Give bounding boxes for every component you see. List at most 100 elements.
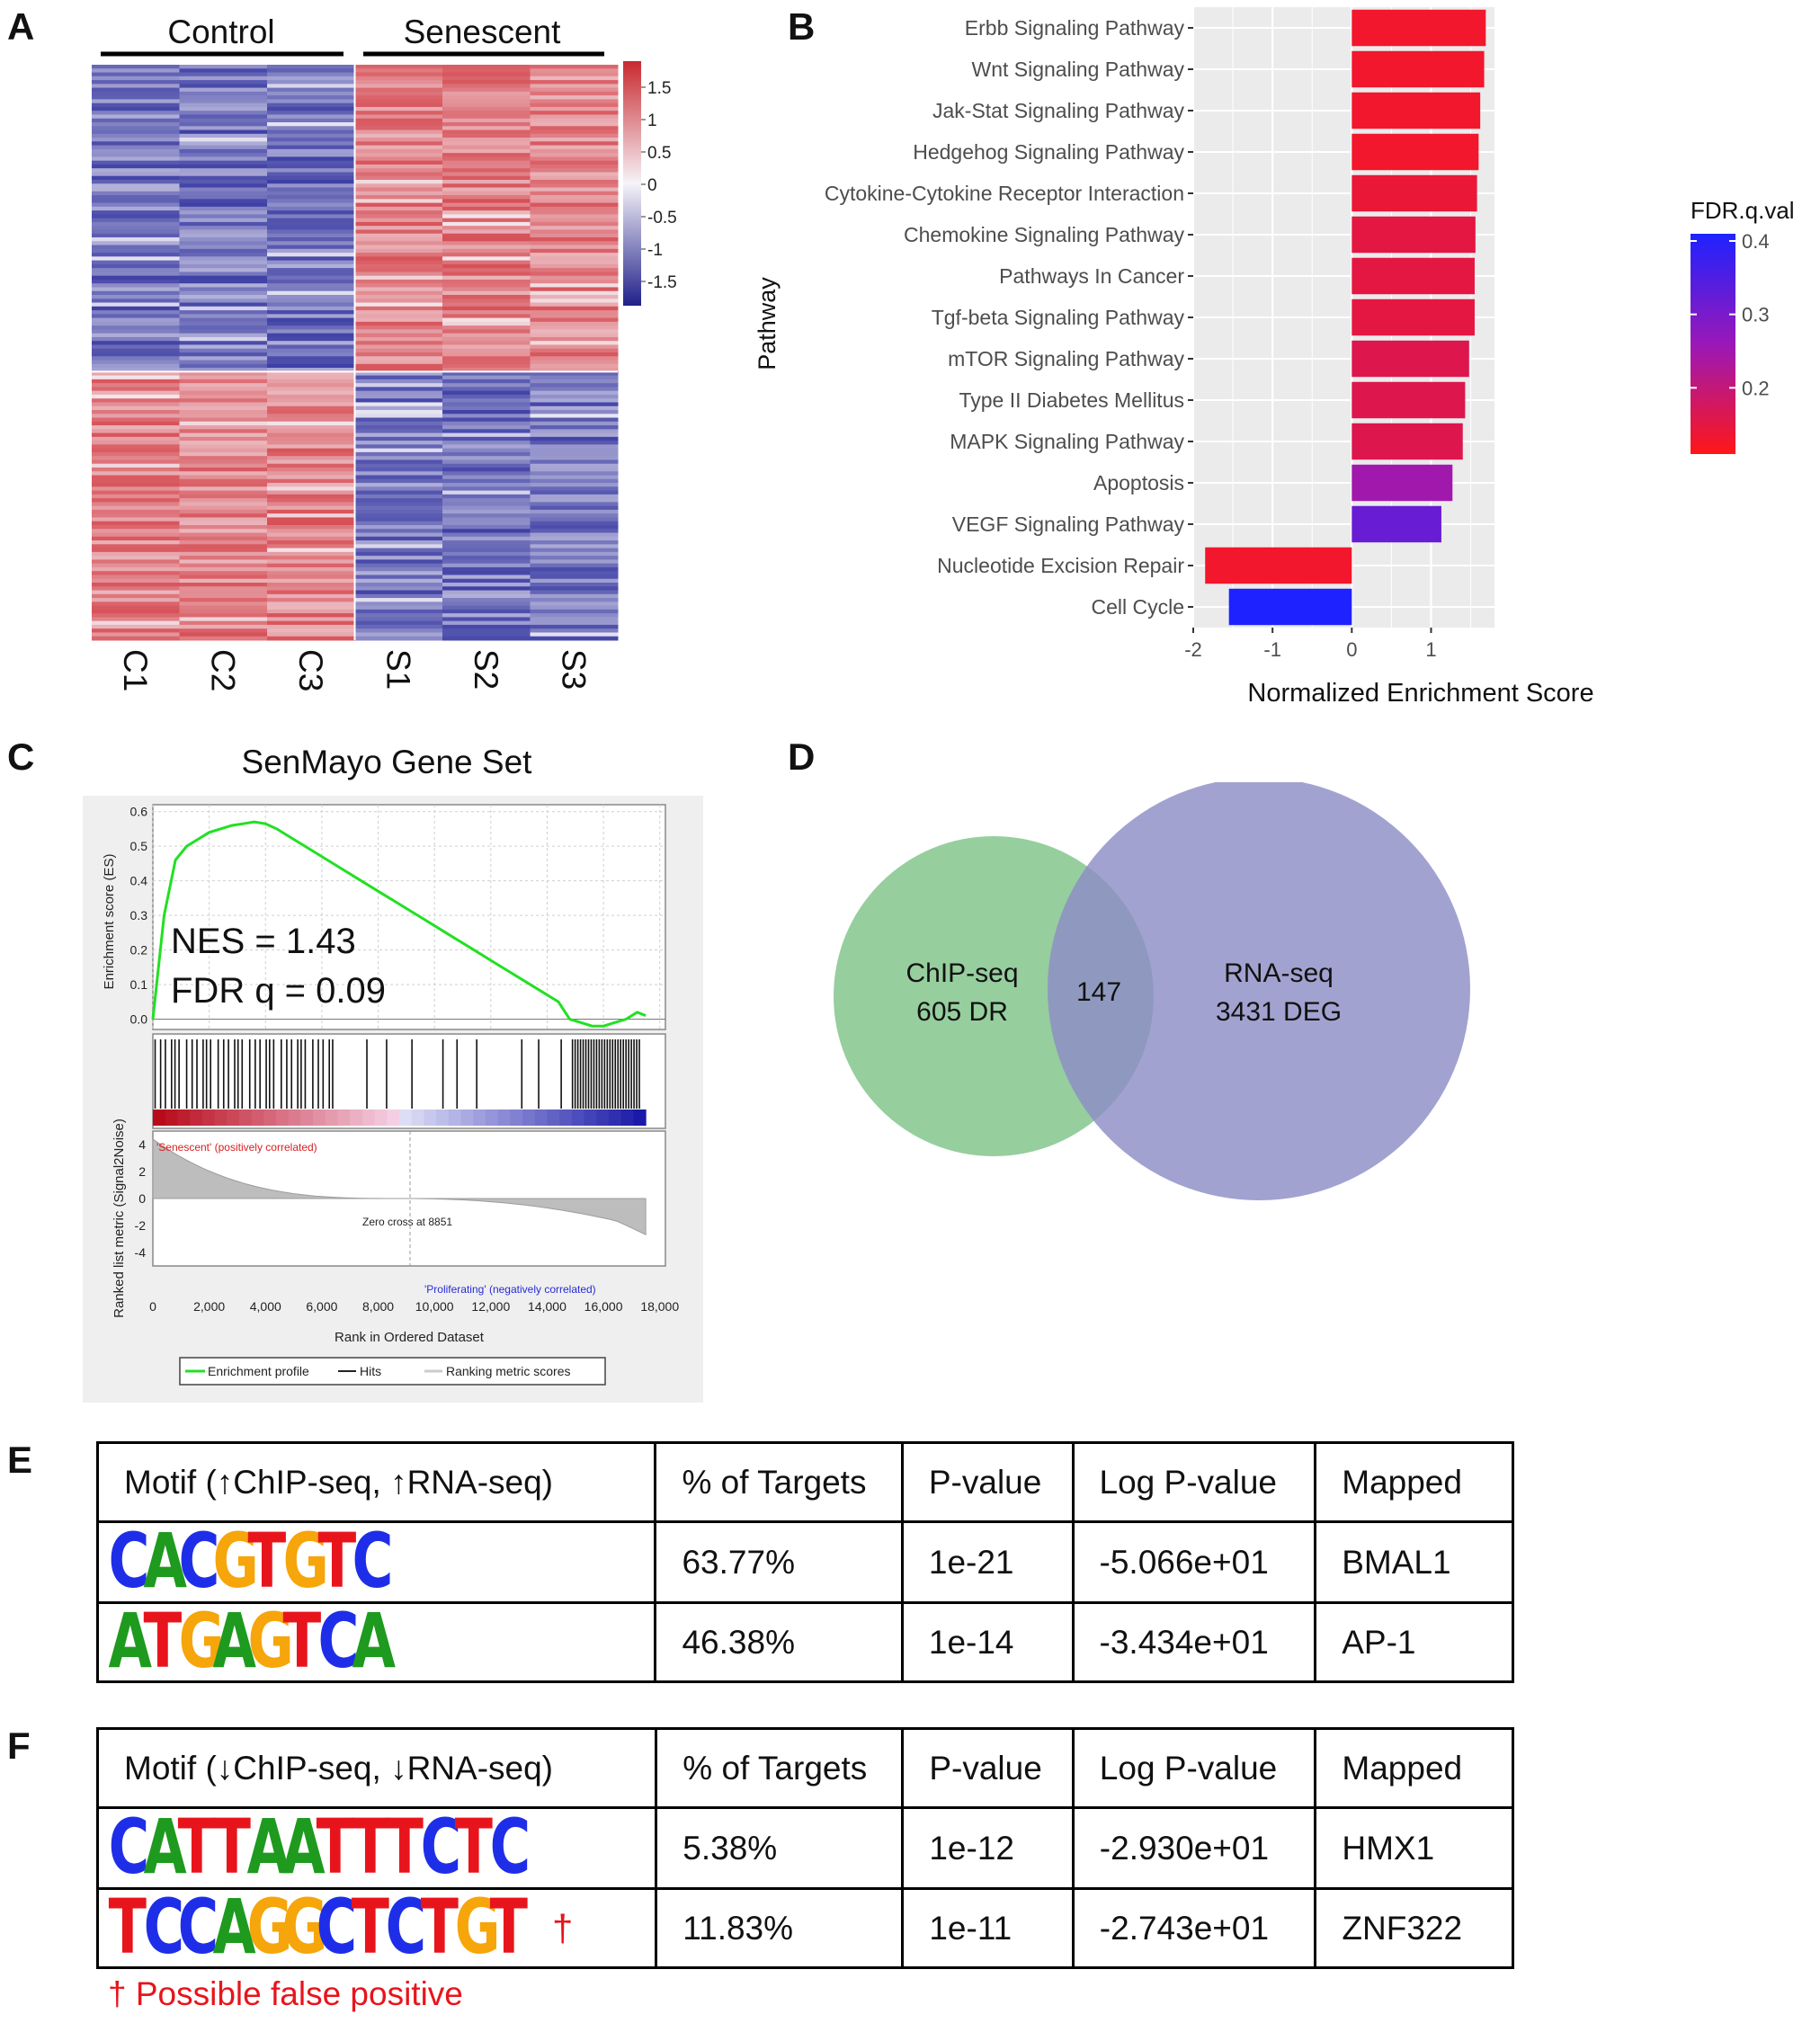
heatmap-cell xyxy=(267,632,355,637)
heatmap-cell xyxy=(354,253,443,257)
heatmap-cell xyxy=(530,375,619,380)
fdr-legend-bar xyxy=(1691,234,1735,454)
heatmap-cell xyxy=(530,544,619,549)
heatmap-cell xyxy=(179,283,268,288)
category-label: Nucleotide Excision Repair xyxy=(937,554,1184,577)
heatmap-cell xyxy=(442,605,531,610)
heatmap-cell xyxy=(179,68,268,74)
rank-color-segment xyxy=(620,1110,634,1126)
rank-color-segment xyxy=(288,1110,302,1126)
heatmap-cell xyxy=(442,317,531,323)
heatmap-cell xyxy=(92,636,180,641)
heatmap-cell xyxy=(354,444,443,450)
heatmap-cell xyxy=(354,617,443,622)
heatmap-cell xyxy=(179,368,268,372)
heatmap-cell xyxy=(442,310,531,315)
heatmap-cell xyxy=(442,436,531,441)
heatmap-cell xyxy=(179,156,268,162)
heatmap-cell xyxy=(267,272,355,277)
heatmap-cell xyxy=(442,164,531,169)
heatmap-cell xyxy=(179,126,268,131)
heatmap-cell xyxy=(354,283,443,288)
heatmap-cell xyxy=(442,636,531,641)
heatmap-cell xyxy=(354,432,443,438)
heatmap-cell xyxy=(179,168,268,173)
heatmap-cell xyxy=(530,578,619,584)
motif-letter: G xyxy=(454,1882,501,1971)
heatmap-cell xyxy=(442,268,531,272)
heatmap-cell xyxy=(267,153,355,157)
heatmap-cell xyxy=(179,448,268,453)
heatmap-cell xyxy=(179,133,268,138)
heatmap-cell xyxy=(267,275,355,281)
heatmap-cell xyxy=(530,490,619,495)
heatmap-cell xyxy=(267,126,355,131)
heatmap-cell xyxy=(442,371,531,377)
heatmap-cell xyxy=(530,486,619,492)
heatmap-cell xyxy=(92,451,180,457)
heatmap-cell xyxy=(267,218,355,223)
heatmap-cell xyxy=(530,551,619,557)
heatmap-cell xyxy=(92,202,180,208)
heatmap-cell xyxy=(179,490,268,495)
heatmap-cell xyxy=(179,390,268,396)
heatmap-cell xyxy=(267,624,355,629)
heatmap-cell xyxy=(267,233,355,238)
heatmap-cell xyxy=(179,263,268,269)
heatmap-cell xyxy=(442,509,531,514)
heatmap-cell xyxy=(267,556,355,560)
category-label: mTOR Signaling Pathway xyxy=(948,347,1184,370)
heatmap-cell xyxy=(179,456,268,460)
motif-letter: T xyxy=(454,1802,494,1891)
heatmap-cell xyxy=(92,279,180,284)
motif-letter: C xyxy=(143,1882,184,1971)
heatmap-cell xyxy=(442,175,531,181)
heatmap-cell xyxy=(267,138,355,142)
heatmap-cell xyxy=(354,111,443,115)
heatmap-cell xyxy=(267,571,355,575)
heatmap-cell xyxy=(354,417,443,423)
bar xyxy=(1228,588,1352,626)
heatmap-cell xyxy=(267,544,355,549)
heatmap-cell xyxy=(442,87,531,93)
rank-color-segment xyxy=(276,1110,290,1126)
heatmap-cell xyxy=(179,148,268,154)
heatmap-cell xyxy=(267,352,355,357)
heatmap-cell xyxy=(530,325,619,330)
heatmap-cell xyxy=(442,91,531,96)
heatmap-cell xyxy=(354,521,443,526)
heatmap-cell xyxy=(267,156,355,162)
bar xyxy=(1352,92,1481,129)
heatmap-cell xyxy=(354,505,443,511)
heatmap-cell xyxy=(442,590,531,595)
category-label: Hedgehog Signaling Pathway xyxy=(913,140,1184,164)
heatmap-cell xyxy=(442,502,531,507)
rank-color-segment xyxy=(448,1110,462,1126)
heatmap-cell xyxy=(530,102,619,108)
heatmap-cell xyxy=(267,463,355,468)
heatmap-cell xyxy=(179,76,268,81)
category-label: Jak-Stat Signaling Pathway xyxy=(932,99,1184,122)
heatmap-cells xyxy=(92,65,619,641)
heatmap-cell xyxy=(267,578,355,584)
heatmap-cell xyxy=(354,102,443,108)
heatmap-cell xyxy=(92,593,180,599)
heatmap-cell xyxy=(442,363,531,369)
heatmap-cell xyxy=(354,513,443,518)
heatmap-cell xyxy=(267,494,355,499)
heatmap-cell xyxy=(530,459,619,465)
heatmap-cell xyxy=(530,233,619,238)
heatmap-cell xyxy=(267,325,355,330)
heatmap-cell xyxy=(179,187,268,192)
logp-cell: -2.743e+01 xyxy=(1071,1887,1317,1969)
heatmap-cell xyxy=(530,206,619,211)
heatmap-cell xyxy=(442,141,531,147)
heatmap-cell xyxy=(354,106,443,111)
heatmap-cell xyxy=(267,221,355,227)
heatmap-cell xyxy=(179,317,268,323)
heatmap-cell xyxy=(530,168,619,173)
heatmap-cell xyxy=(92,352,180,357)
heatmap-cell xyxy=(530,122,619,127)
heatmap-cell xyxy=(530,605,619,610)
x-tick-label: 1 xyxy=(1425,638,1436,661)
